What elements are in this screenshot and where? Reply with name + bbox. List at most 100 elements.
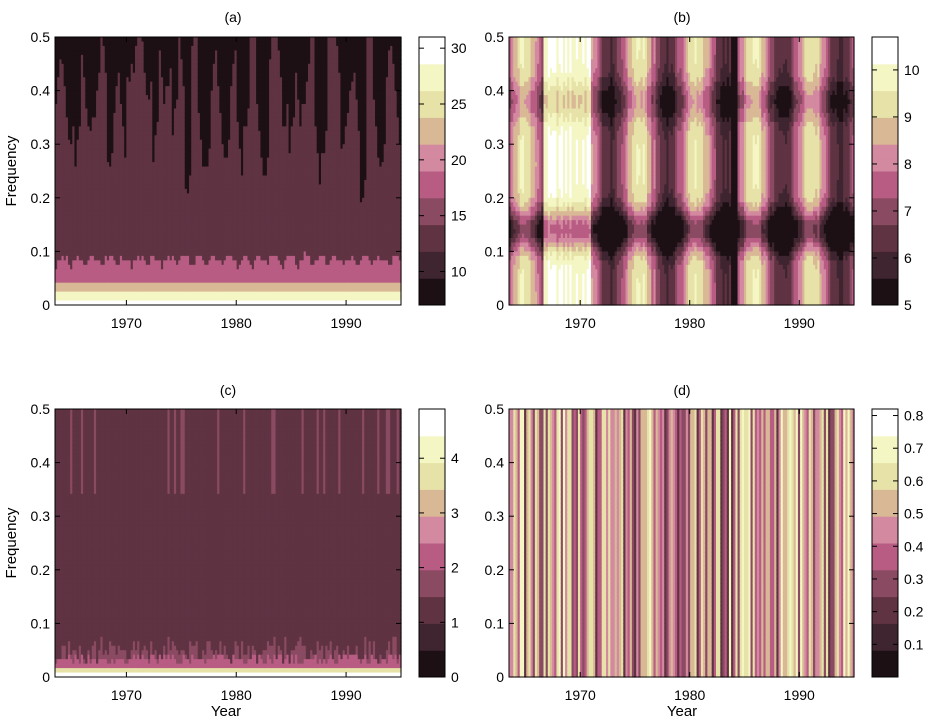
heat-cell xyxy=(74,86,78,92)
heat-cell xyxy=(61,63,65,69)
heat-cell xyxy=(113,50,117,56)
heat-cell xyxy=(111,54,114,60)
heat-cell xyxy=(113,202,117,208)
heat-cell xyxy=(76,282,80,288)
heat-cell xyxy=(119,300,123,306)
heat-cell xyxy=(80,215,84,221)
heat-cell xyxy=(78,166,82,172)
heat-cell xyxy=(91,264,95,270)
heat-cell xyxy=(106,260,110,266)
heat-cell xyxy=(109,90,112,96)
heat-cell xyxy=(76,273,80,279)
heat-cell xyxy=(85,99,89,105)
heat-cell xyxy=(67,202,71,208)
heat-cell xyxy=(65,126,69,132)
heat-cell xyxy=(124,300,127,306)
heat-cell xyxy=(91,37,95,43)
heat-cell xyxy=(102,86,106,92)
heat-cell xyxy=(91,251,95,257)
heat-cell xyxy=(104,300,108,306)
heat-cell xyxy=(89,108,93,114)
heat-cell xyxy=(93,287,97,293)
heat-cell xyxy=(72,41,76,47)
heat-cell xyxy=(115,278,119,284)
heat-cell xyxy=(104,282,108,288)
heat-cell xyxy=(93,300,97,306)
heat-cell xyxy=(117,166,121,172)
heat-cell xyxy=(115,273,119,279)
heat-cell xyxy=(109,188,112,194)
heat-cell xyxy=(70,300,73,306)
heat-cell xyxy=(98,255,102,261)
heat-cell xyxy=(106,81,110,87)
heat-cell xyxy=(83,242,86,248)
heat-cell xyxy=(83,246,86,252)
heat-cell xyxy=(102,296,106,302)
heat-cell xyxy=(113,171,117,177)
heat-cell xyxy=(113,37,117,43)
heat-cell xyxy=(96,121,99,127)
heat-cell xyxy=(113,179,117,185)
heat-cell xyxy=(128,63,132,69)
heat-cell xyxy=(111,171,114,177)
heat-cell xyxy=(106,121,110,127)
heat-cell xyxy=(59,188,63,194)
heat-cell xyxy=(78,45,82,51)
heat-cell xyxy=(63,188,67,194)
heat-cell xyxy=(83,233,86,239)
heat-cell xyxy=(63,104,67,110)
heat-cell xyxy=(59,269,63,275)
heat-cell xyxy=(106,224,110,230)
heat-cell xyxy=(104,54,108,60)
heat-cell xyxy=(59,162,63,168)
heat-cell xyxy=(96,278,99,284)
heat-cell xyxy=(55,300,58,306)
heat-cell xyxy=(126,197,130,203)
heat-cell xyxy=(67,41,71,47)
heat-cell xyxy=(61,300,65,306)
heat-cell xyxy=(96,296,99,302)
heat-cell xyxy=(93,77,97,83)
heat-cell xyxy=(74,278,78,284)
heat-cell xyxy=(93,215,97,221)
heat-cell xyxy=(119,220,123,226)
heat-cell xyxy=(111,108,114,114)
heat-cell xyxy=(67,229,71,235)
heat-cell xyxy=(109,41,112,47)
heat-cell xyxy=(57,135,60,141)
heat-cell xyxy=(65,251,69,257)
heat-cell xyxy=(55,148,58,154)
heat-cell xyxy=(102,135,106,141)
heat-cell xyxy=(115,175,119,181)
heat-cell xyxy=(109,220,112,226)
heat-cell xyxy=(63,37,67,43)
heat-cell xyxy=(122,104,125,110)
heat-cell xyxy=(124,121,127,127)
heat-cell xyxy=(59,287,63,293)
heat-cell xyxy=(109,117,112,123)
heat-cell xyxy=(117,206,121,212)
heat-cell xyxy=(67,126,71,132)
heat-cell xyxy=(122,144,125,150)
heat-cell xyxy=(70,153,73,159)
heat-cell xyxy=(74,153,78,159)
heat-cell xyxy=(113,77,117,83)
heat-cell xyxy=(119,108,123,114)
heat-cell xyxy=(96,202,99,208)
heat-cell xyxy=(59,157,63,163)
heat-cell xyxy=(122,37,125,43)
heat-cell xyxy=(91,117,95,123)
heat-cell xyxy=(89,77,93,83)
heat-cell xyxy=(78,255,82,261)
heat-cell xyxy=(115,220,119,226)
heat-cell xyxy=(122,90,125,96)
heat-cell xyxy=(111,193,114,199)
heat-cell xyxy=(117,175,121,181)
heat-cell xyxy=(111,72,114,78)
heat-cell xyxy=(109,63,112,69)
heat-cell xyxy=(119,202,123,208)
heat-cell xyxy=(63,215,67,221)
heat-cell xyxy=(57,233,60,239)
heat-cell xyxy=(55,260,58,266)
heat-cell xyxy=(109,202,112,208)
